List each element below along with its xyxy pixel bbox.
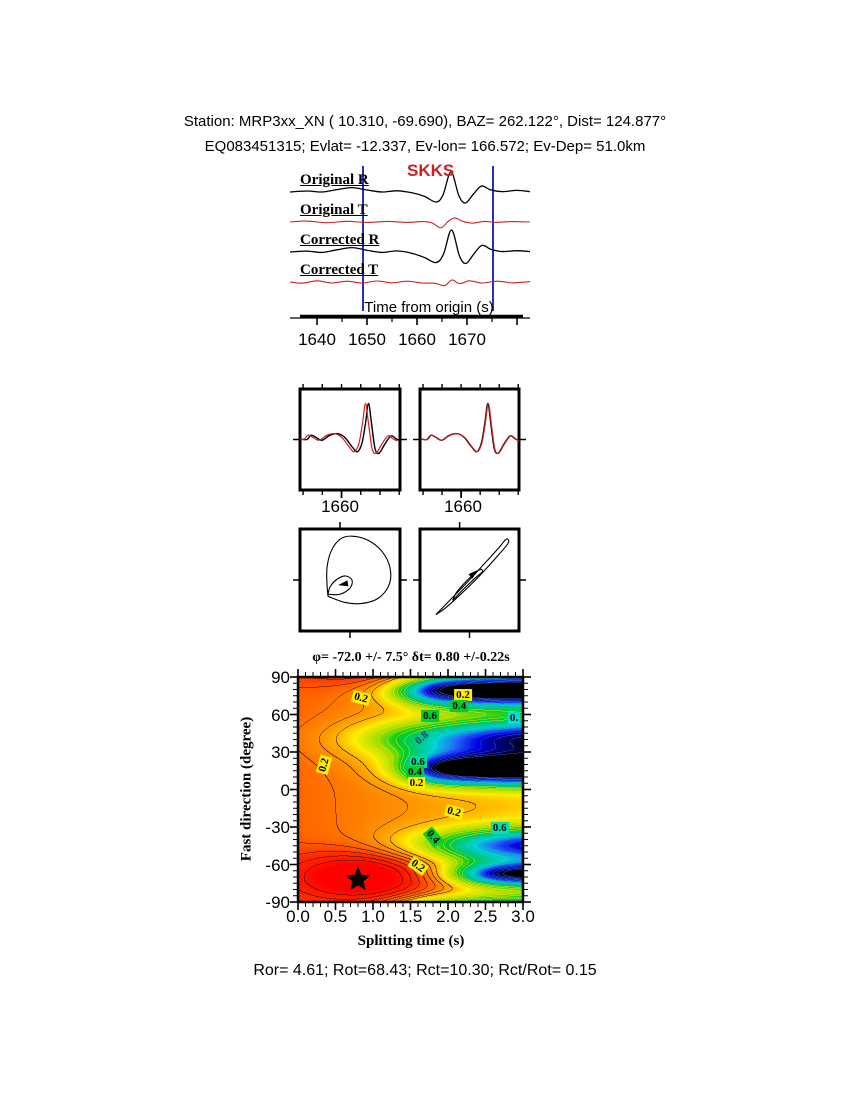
splitting-time-tick-label: 3.0 <box>511 907 535 926</box>
contour-value-label: 0.2 <box>454 688 472 701</box>
contour-value-label: 0. <box>507 712 521 725</box>
time-tick-label: 1660 <box>398 330 436 349</box>
trace-label-original-t: Original T <box>300 202 368 218</box>
misfit-title: φ= -72.0 +/- 7.5° δt= 0.80 +/-0.22s <box>312 650 510 665</box>
fast-direction-tick-label: -30 <box>265 818 290 837</box>
splitting-time-tick-label: 2.0 <box>436 907 460 926</box>
fast-direction-tick-label: 30 <box>271 743 290 762</box>
trace-label-corrected-r: Corrected R <box>300 232 380 248</box>
misfit-xlabel: Splitting time (s) <box>357 933 465 949</box>
splitting-time-tick-label: 0.0 <box>286 907 310 926</box>
trace-label-original-r: Original R <box>300 172 369 188</box>
time-tick-label: 1650 <box>348 330 386 349</box>
panel-tick-label-left: 1660 <box>321 497 359 516</box>
header-line-1: Station: MRP3xx_XN ( 10.310, -69.690), B… <box>183 113 667 130</box>
phase-label-skks: SKKS <box>407 161 455 180</box>
contour-value-label: 0.6 <box>490 822 509 835</box>
time-tick-label: 1670 <box>448 330 486 349</box>
contour-value-label: 0.6 <box>421 709 439 722</box>
splitting-time-tick-label: 1.5 <box>398 907 423 926</box>
contour-value-label: 0.4 <box>406 766 424 778</box>
header-line-2: EQ083451315; Evlat= -12.337, Ev-lon= 166… <box>204 138 646 155</box>
fast-direction-tick-label: -60 <box>265 855 290 875</box>
time-tick-label: 1640 <box>298 330 336 349</box>
contour-value-label: 0.2 <box>407 777 426 790</box>
panel-tick-label-right: 1660 <box>444 497 482 516</box>
contour-value-label: 0.4 <box>450 699 469 712</box>
splitting-time-tick-label: 2.5 <box>473 907 498 926</box>
fast-direction-tick-label: 90 <box>271 668 290 687</box>
fast-direction-tick-label: -90 <box>265 893 290 912</box>
result-statistics: Ror= 4.61; Rot=68.43; Rct=10.30; Rct/Rot… <box>253 962 597 979</box>
fast-direction-tick-label: 60 <box>271 705 290 725</box>
splitting-time-tick-label: 1.0 <box>361 907 385 926</box>
contour-value-label: 0.6 <box>409 756 427 768</box>
time-axis-label: Time from origin (s) <box>364 299 494 316</box>
trace-label-corrected-t: Corrected T <box>300 262 379 278</box>
best-solution-star <box>345 866 371 891</box>
splitting-time-tick-label: 0.5 <box>323 907 348 926</box>
fast-direction-tick-label: 0 <box>280 780 290 800</box>
